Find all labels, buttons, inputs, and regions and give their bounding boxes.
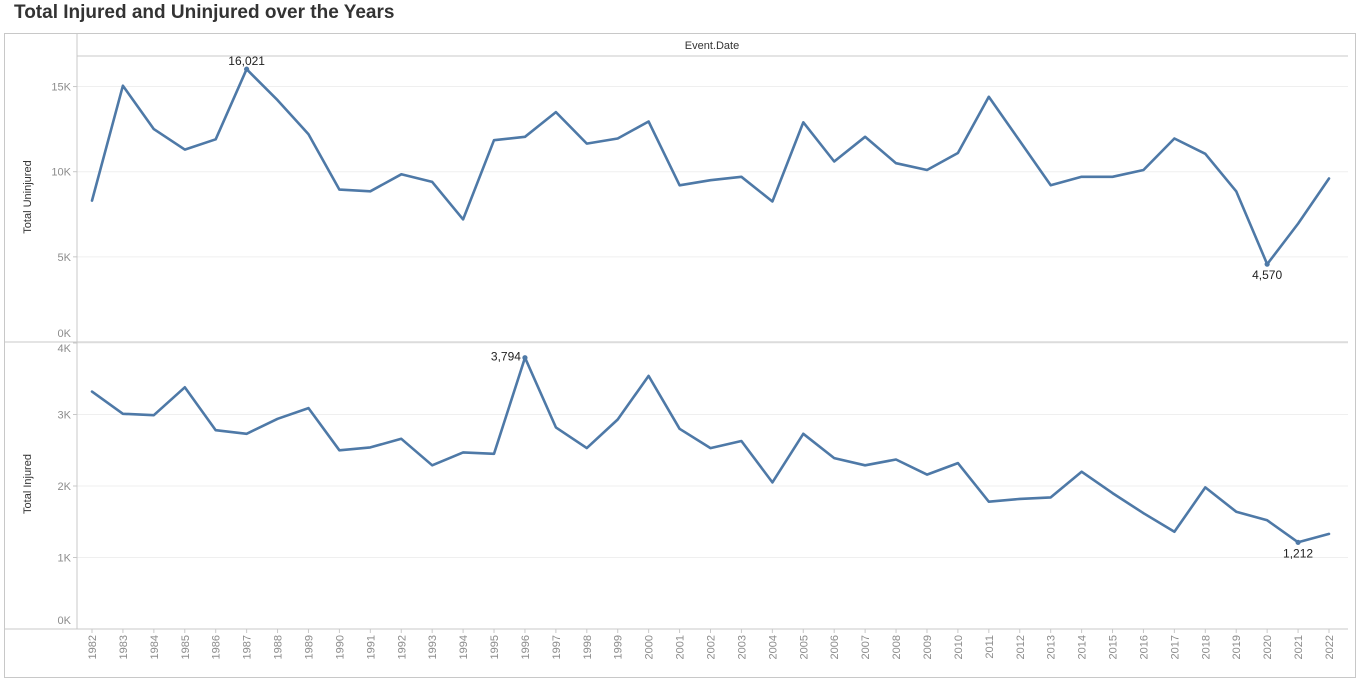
x-tick-label: 2019 <box>1231 635 1243 659</box>
y-tick-label: 10K <box>51 167 71 179</box>
series-lines <box>90 66 1331 545</box>
x-tick-label: 2000 <box>644 635 656 659</box>
x-tick-label: 1989 <box>303 635 315 659</box>
x-tick-label: 1985 <box>180 635 192 659</box>
x-tick-label: 1992 <box>396 635 408 659</box>
x-tick-label: 1991 <box>365 635 377 659</box>
x-tick-label: 2015 <box>1108 635 1120 659</box>
y-tick-label: 5K <box>58 252 72 264</box>
x-tick-label: 2003 <box>736 635 748 659</box>
x-tick-label: 1990 <box>334 635 346 659</box>
y-tick-label: 15K <box>51 82 71 94</box>
chart-frame <box>4 33 1356 678</box>
y-tick-label: 4K <box>58 343 72 355</box>
gridlines <box>77 86 1348 558</box>
x-tick-label: 2016 <box>1138 635 1150 659</box>
x-tick-label: 1982 <box>87 635 99 659</box>
x-tick-label: 1986 <box>211 635 223 659</box>
data-label: 3,794 <box>491 350 521 364</box>
x-tick-label: 2010 <box>953 635 965 659</box>
x-tick-label: 2022 <box>1324 635 1336 659</box>
x-tick-label: 1996 <box>520 635 532 659</box>
y-tick-label: 1K <box>58 553 72 565</box>
series-line <box>90 67 1331 266</box>
x-tick-label: 1983 <box>118 635 130 659</box>
x-tick-label: 2006 <box>829 635 841 659</box>
x-tick-label: 2011 <box>984 635 996 659</box>
x-tick-label: 1997 <box>551 635 563 659</box>
x-tick-label: 1998 <box>582 635 594 659</box>
x-tick-label: 2018 <box>1200 635 1212 659</box>
x-tick-label: 2002 <box>706 635 718 659</box>
x-tick-label: 2013 <box>1046 635 1058 659</box>
chart-title: Total Injured and Uninjured over the Yea… <box>14 2 395 23</box>
axes: 0K 5K 10K 15K Total Uninjured 0K 1K 2K 3K 4K Total… <box>5 34 1348 630</box>
x-tick-label: 2020 <box>1262 635 1274 659</box>
y-tick-label: 0K <box>58 328 72 340</box>
y-tick-label: 2K <box>58 481 72 493</box>
x-tick-label: 2007 <box>860 635 872 659</box>
data-label: 16,021 <box>228 54 265 68</box>
y-axis-title: Total Injured <box>22 454 34 514</box>
x-tick-label: 2005 <box>798 635 810 659</box>
x-tick-label: 2001 <box>675 635 687 659</box>
series-line <box>90 356 1331 544</box>
data-labels: 16,021 4,570 3,794 1,212 <box>228 54 1313 560</box>
x-tick-label: 2017 <box>1169 635 1181 659</box>
x-tick-label: 2009 <box>922 635 934 659</box>
x-tick-label: 1984 <box>149 635 161 659</box>
x-tick-label: 1999 <box>613 635 625 659</box>
x-tick-label: 1994 <box>458 635 470 659</box>
y-tick-label: 0K <box>58 615 72 627</box>
data-label: 1,212 <box>1283 546 1313 560</box>
y-axis-title: Total Uninjured <box>22 160 34 233</box>
x-tick-label: 1993 <box>427 635 439 659</box>
data-label: 4,570 <box>1252 268 1282 282</box>
y-tick-label: 3K <box>58 410 72 422</box>
annotated-point <box>522 355 528 361</box>
x-axis-ticks: 1982 1983 1984 1985 1986 1987 1988 1989 1990 1991… <box>87 629 1336 659</box>
x-tick-label: 2014 <box>1077 635 1089 659</box>
column-header: Event.Date <box>685 40 739 52</box>
annotated-point <box>1264 261 1270 267</box>
x-tick-label: 1988 <box>273 635 285 659</box>
x-tick-label: 2021 <box>1293 635 1305 659</box>
annotated-point <box>1295 539 1301 545</box>
x-tick-label: 1987 <box>242 635 254 659</box>
annotated-point <box>244 66 250 72</box>
x-tick-label: 2004 <box>767 635 779 659</box>
x-tick-label: 2008 <box>891 635 903 659</box>
x-tick-label: 2012 <box>1015 635 1027 659</box>
x-tick-label: 1995 <box>489 635 501 659</box>
